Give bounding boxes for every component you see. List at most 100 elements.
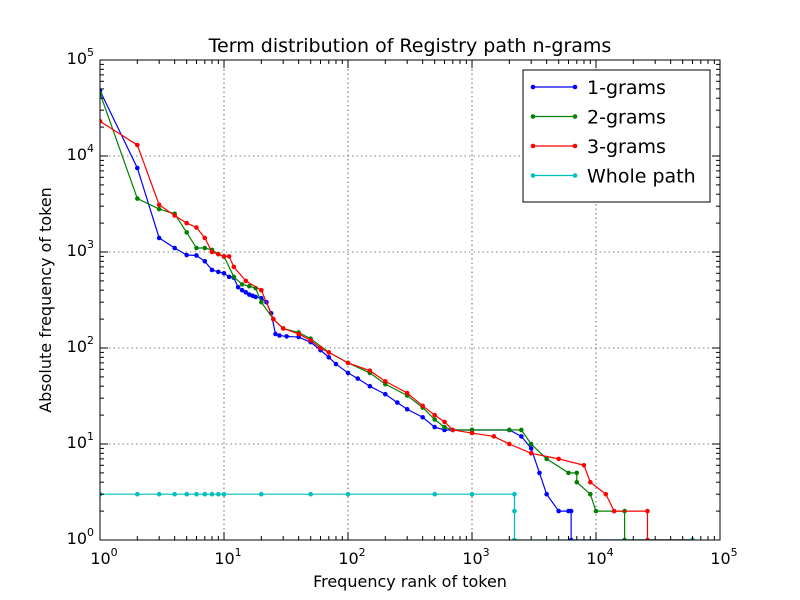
data-point (172, 213, 177, 218)
x-tick-label: 101 (214, 546, 241, 568)
legend-marker (530, 114, 536, 119)
data-point (326, 350, 332, 355)
x-tick-label: 105 (710, 546, 737, 568)
legend-marker (530, 84, 536, 90)
y-axis-label: Absolute frequency of token (36, 187, 55, 413)
legend: 1-grams 2-grams 3-grams Whole path (522, 69, 711, 203)
data-point (333, 361, 339, 367)
data-point (544, 491, 549, 497)
data-point (442, 424, 447, 430)
data-point (345, 370, 351, 376)
data-point (574, 479, 580, 485)
data-point (284, 334, 289, 339)
data-point (184, 230, 189, 235)
legend-marker (572, 173, 578, 178)
data-point (432, 424, 437, 430)
data-point (537, 470, 542, 476)
y-tick-label: 102 (67, 334, 94, 356)
data-point (253, 294, 258, 300)
data-point (216, 251, 221, 257)
y-tick-label: 101 (67, 430, 94, 452)
x-tick-label: 102 (338, 546, 365, 568)
data-point (194, 491, 199, 497)
data-point (209, 267, 215, 273)
legend-label: 3-grams (587, 136, 666, 158)
data-point (135, 165, 140, 171)
data-point (507, 441, 512, 447)
y-tick-label: 103 (67, 238, 94, 260)
x-tick-label: 103 (462, 546, 489, 568)
data-point (280, 326, 286, 331)
data-point (221, 491, 227, 497)
data-point (355, 376, 361, 381)
data-point (420, 414, 425, 420)
data-point (581, 463, 587, 468)
legend-marker (572, 143, 578, 149)
data-point (566, 470, 571, 476)
data-point (603, 491, 609, 497)
legend-marker (572, 84, 578, 90)
data-point (231, 264, 237, 270)
data-point (519, 427, 524, 433)
data-point (588, 491, 593, 497)
data-point (277, 333, 282, 338)
data-point (184, 491, 189, 497)
data-point (442, 419, 447, 425)
data-point (235, 284, 241, 290)
data-point (544, 456, 549, 462)
data-point (156, 206, 162, 212)
data-point (593, 508, 599, 514)
y-tick-label: 105 (67, 46, 94, 68)
data-point (519, 434, 524, 439)
data-point (296, 331, 301, 337)
data-point (209, 249, 215, 255)
data-point (432, 412, 437, 418)
data-point (243, 290, 249, 295)
data-point (318, 345, 323, 351)
data-point (239, 287, 245, 293)
data-point (194, 253, 199, 258)
data-point (432, 417, 437, 422)
data-point (216, 491, 221, 497)
data-point (556, 456, 561, 462)
data-point (345, 491, 351, 497)
legend-label: 2-grams (587, 107, 666, 129)
data-point (507, 427, 512, 433)
data-point (259, 299, 264, 305)
series-line (100, 120, 693, 540)
data-point (194, 225, 199, 230)
data-point (588, 479, 593, 485)
data-point (209, 491, 215, 497)
data-point (172, 245, 177, 251)
data-point (221, 271, 227, 276)
data-point (512, 537, 517, 540)
data-point (308, 491, 313, 497)
data-point (432, 491, 437, 497)
data-point (184, 252, 189, 258)
legend-label: Whole path (587, 166, 696, 188)
series-3-grams (100, 118, 695, 540)
data-point (100, 118, 103, 124)
data-point (135, 196, 140, 201)
data-point (568, 508, 574, 514)
data-point (184, 220, 189, 226)
data-point (469, 491, 475, 497)
data-point (216, 269, 221, 275)
legend-marker (530, 143, 536, 149)
data-point (512, 491, 517, 497)
series-whole-path (100, 491, 695, 540)
data-point (404, 406, 410, 412)
data-point (383, 391, 388, 397)
y-tick-label: 104 (67, 142, 94, 164)
data-point (326, 355, 332, 360)
data-point (202, 245, 208, 251)
data-point (135, 142, 140, 148)
ticks: 100 101 102 103 104 105 100 101 102 103 104 105 (67, 46, 738, 568)
data-point (345, 360, 351, 366)
legend-box (522, 69, 711, 203)
data-point (239, 282, 245, 287)
legend-marker (530, 173, 536, 178)
data-point (574, 470, 580, 476)
x-tick-label: 100 (90, 546, 117, 568)
